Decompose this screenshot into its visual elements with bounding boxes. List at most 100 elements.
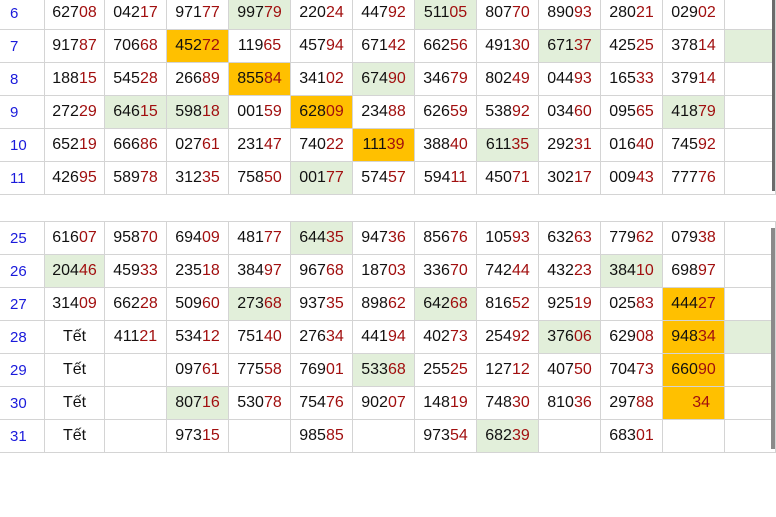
result-cell: 69409 [166,221,229,255]
result-cell: 20446 [44,254,105,288]
result-cell: 54528 [104,62,167,96]
result-cell: 97177 [166,0,229,30]
number-tail: 87 [78,37,97,54]
result-cell: 09565 [600,95,663,129]
number-head: 683 [609,427,636,444]
result-cell: 01640 [600,128,663,162]
scrollbar[interactable] [771,228,775,449]
number-tail: 21 [139,328,158,345]
number-tail: 85 [325,427,344,444]
number-tail: 14 [697,37,716,54]
number-tail: 15 [139,103,158,120]
table-row: 28 Tết 41121 53412 75140 27634 44194 40273 25492… [0,320,776,354]
number-head: 704 [609,361,636,378]
result-cell: 74022 [290,128,353,162]
number-head: 402 [423,328,450,345]
number-tail: 93 [573,4,592,21]
result-cell: 33670 [414,254,477,288]
result-cell: 48177 [228,221,291,255]
result-cell: 77776 [662,161,725,195]
number-head: 594 [423,169,451,186]
result-cell: 07938 [662,221,725,255]
number-tail: 97 [697,262,716,279]
number-head: 079 [671,229,698,246]
result-cell: 64615 [104,95,167,129]
result-cell: 66228 [104,287,167,321]
row-number: 30 [0,386,45,420]
result-cell: 02902 [662,0,725,30]
result-cell: 97315 [166,419,229,453]
result-cell: 53368 [352,353,415,387]
result-cell: 12712 [476,353,539,387]
result-cell: 75476 [290,386,353,420]
row-number: 9 [0,95,45,129]
result-cell: 59818 [166,95,229,129]
number-head: 384 [237,262,264,279]
result-cell: 75140 [228,320,291,354]
number-head: 629 [609,328,636,345]
result-cell [724,29,776,63]
number-tail: 83 [635,295,654,312]
number-tail: 12 [201,328,220,345]
number-head: 706 [113,37,140,54]
number-head: 574 [361,169,388,186]
number-head: 127 [485,361,512,378]
number-tail: 68 [139,37,158,54]
number-tail: 12 [511,361,530,378]
result-cell: 68301 [600,419,663,453]
result-cell: 57457 [352,161,415,195]
number-tail: 28 [139,295,158,312]
scrollbar[interactable] [772,0,775,191]
number-tail: 72 [201,37,220,54]
result-cell: 30217 [538,161,601,195]
number-tail: 22 [325,136,344,153]
number-tail: 68 [325,262,344,279]
number-head: 314 [52,295,79,312]
result-cell: 42695 [44,161,105,195]
result-cell: 95870 [104,221,167,255]
results-table-bottom: 25 61607 95870 69409 48177 64435 94736 85676 105… [0,221,776,453]
result-cell: 61135 [476,128,539,162]
result-cell: 28021 [600,0,663,30]
result-cell: 44427 [662,287,725,321]
number-head: 777 [671,169,698,186]
number-head: 001 [299,169,326,186]
number-tail: 40 [449,136,468,153]
number-head: 341 [299,70,326,87]
number-tail: 40 [635,136,654,153]
result-cell: 53412 [166,320,229,354]
number-head: 255 [423,361,450,378]
number-tail: 03 [387,262,406,279]
number-tail: 35 [325,295,344,312]
number-tail: 16 [201,394,220,411]
number-head: 642 [423,295,450,312]
result-cell: 37606 [538,320,601,354]
number-head: 533 [361,361,388,378]
result-cell [724,386,776,420]
number-head: 662 [113,295,140,312]
number-tail: 34 [697,328,716,345]
number-tail: 36 [387,229,406,246]
number-tail: 40 [263,328,282,345]
number-head: 188 [52,70,79,87]
result-cell: 50960 [166,287,229,321]
result-cell: 89093 [538,0,601,30]
result-cell: 29231 [538,128,601,162]
result-cell: 58978 [104,161,167,195]
result-cell [724,128,776,162]
number-head: 029 [671,4,698,21]
number-tail: 57 [387,169,406,186]
row-number: 31 [0,419,45,453]
table-row: 31 Tết 97315 98585 97354 68239 68301 [0,419,776,453]
number-head: 626 [423,103,450,120]
number-head: 745 [671,136,698,153]
number-tail: 15 [78,70,97,87]
number-tail: 59 [263,103,282,120]
number-tail: 62 [387,295,406,312]
number-tail: 77 [325,169,344,186]
number-tail: 63 [573,229,592,246]
number-head: 481 [237,229,264,246]
number-head: 379 [671,70,698,87]
number-tail: 50 [263,169,282,186]
number-head: 545 [113,70,140,87]
